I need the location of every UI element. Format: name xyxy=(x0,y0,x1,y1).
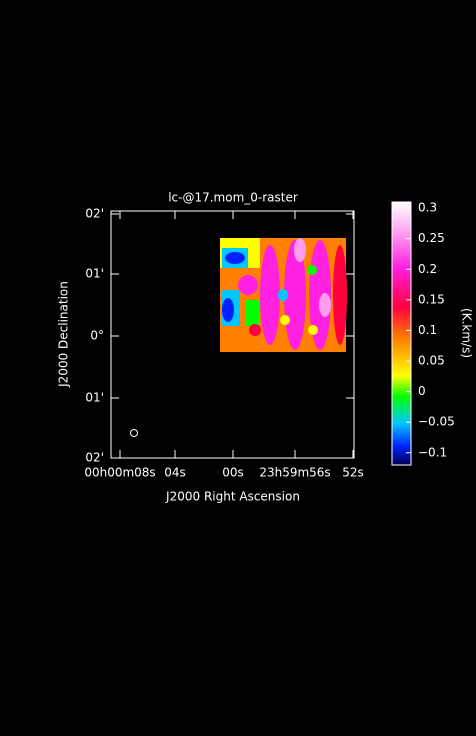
x-axis-label: J2000 Right Ascension xyxy=(165,490,300,504)
y-tick-label: 02' xyxy=(85,451,104,465)
y-axis-label: J2000 Declination xyxy=(57,281,71,388)
colorbar-tick-label: 0.2 xyxy=(418,262,437,276)
colorbar-tick-label: −0.05 xyxy=(418,415,455,429)
colorbar xyxy=(391,201,412,466)
colorbar-tick-label: 0.3 xyxy=(418,201,437,215)
x-tick-label: 04s xyxy=(164,466,186,480)
y-tick-label: 01' xyxy=(85,267,104,281)
beam-ellipse xyxy=(130,429,138,437)
x-tick-label: 52s xyxy=(342,466,364,480)
colorbar-tick-label: 0.05 xyxy=(418,354,445,368)
colorbar-tick-label: −0.1 xyxy=(418,445,447,459)
colorbar-tick-label: 0 xyxy=(418,384,426,398)
colorbar-tick-label: 0.25 xyxy=(418,231,445,245)
x-tick-label: 00s xyxy=(222,466,244,480)
chart-title: lc-@17.mom_0-raster xyxy=(168,191,298,205)
y-tick-label: 0° xyxy=(90,329,104,343)
colorbar-label: (K.km/s) xyxy=(460,308,474,358)
colorbar-tick-label: 0.15 xyxy=(418,292,445,306)
x-tick-label: 00h00m08s xyxy=(84,466,155,480)
x-tick-label: 23h59m56s xyxy=(259,466,330,480)
colorbar-tick-label: 0.1 xyxy=(418,323,437,337)
y-tick-label: 01' xyxy=(85,391,104,405)
raster-image xyxy=(220,238,347,352)
y-tick-label: 02' xyxy=(85,207,104,221)
